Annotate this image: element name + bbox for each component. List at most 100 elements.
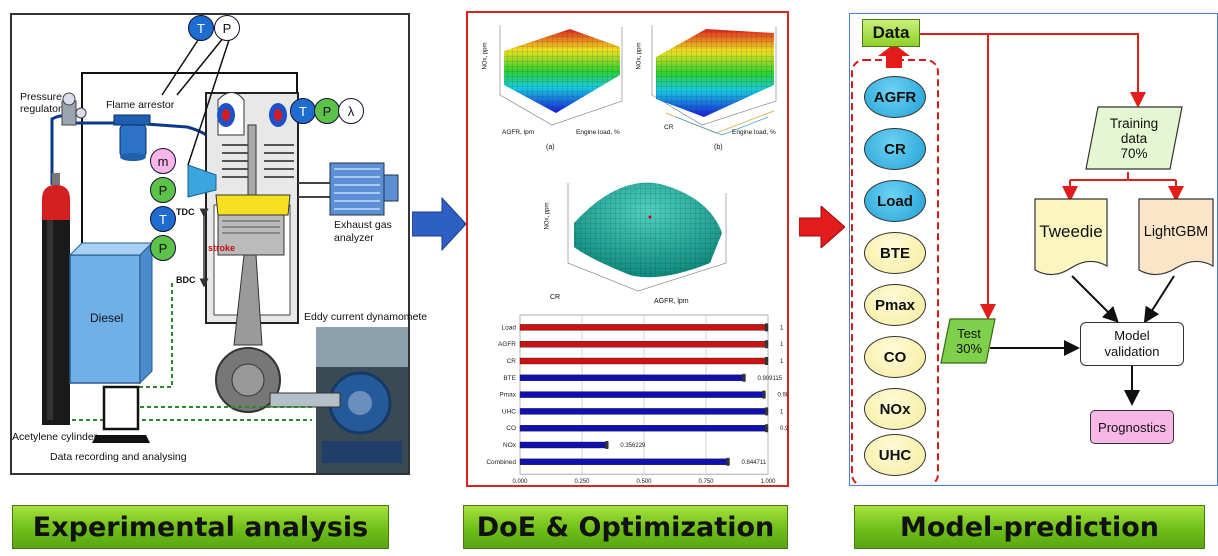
test-line-1: Test [957, 326, 981, 341]
temperature-sensor-icon: T [290, 98, 316, 124]
lightgbm-label: LightGBM [1143, 224, 1209, 240]
surface-a-xlabel: AGFR, lpm [502, 129, 535, 136]
chart-x-tick-label: 0.000 [512, 479, 528, 485]
diesel-label: Diesel [90, 311, 124, 325]
chart-category-label: BTE [503, 375, 516, 382]
chart-category-label: CO [506, 425, 516, 432]
model-validation-box: Model validation [1080, 322, 1184, 366]
training-line-3: 70% [1120, 145, 1148, 161]
pressure-regulator-label: Pressure regulator [20, 91, 63, 115]
surface-c-xlabel: CR [550, 294, 561, 301]
surface-c-zlabel: NOx, ppm [544, 202, 551, 230]
chart-bar [519, 374, 746, 382]
chart-bar [519, 391, 766, 398]
prognostics-box: Prognostics [1090, 410, 1174, 444]
pressure-sensor-icon: P [150, 177, 176, 203]
chart-category-label: UHC [502, 408, 516, 415]
arrow-right-red-icon [799, 206, 845, 248]
surface-c-ylabel: AGFR, lpm [654, 298, 689, 305]
pressure-regulator-icon [61, 92, 87, 126]
input-load: Load [864, 180, 926, 222]
output-nox: NOx [864, 388, 926, 430]
output-bte: BTE [864, 232, 926, 274]
input-cr: CR [864, 128, 926, 170]
data-recording-label: Data recording and analysing [50, 451, 187, 463]
desirability-bar-chart: 0.000 0.250 0.500 0.750 1.000 Load 1 AGFR 1 CR 1 BT… [486, 314, 788, 485]
input-agfr: AGFR [864, 76, 926, 118]
temperature-sensor-icon: T [150, 206, 176, 232]
model-prediction-panel: Data AGFR CR Load BTE Pmax CO NOx UHC Tr… [849, 13, 1218, 486]
footer-doe-optimization: DoE & Optimization [463, 505, 788, 549]
chart-bar [519, 357, 769, 365]
chart-value-label: 0.844711 [741, 460, 766, 466]
footer-model-prediction: Model-prediction [854, 505, 1205, 549]
test-data-label: Test 30% [946, 320, 992, 362]
training-line-2: data [1120, 130, 1148, 146]
response-surface-b [651, 25, 777, 136]
lightgbm-model-shape [1138, 198, 1214, 276]
tweedie-model-shape [1034, 198, 1108, 276]
engine-setup-illustration [42, 36, 408, 473]
surface-a-caption: (a) [546, 144, 555, 151]
dynamometer-label: Eddy current dynamomete [304, 311, 428, 323]
tdc-label: TDC [176, 207, 195, 217]
chart-value-label: 0.989804 [777, 393, 788, 399]
test-data-shape [940, 318, 996, 364]
pressure-sensor-icon: P [214, 15, 240, 41]
training-data-shape [1085, 106, 1183, 170]
surface-b-xlabel: CR [664, 124, 674, 131]
flow-connectors [851, 33, 1184, 484]
doe-optimization-panel: NOx, ppm AGFR, lpm Engine load, % (a) NO… [466, 11, 789, 487]
surface-a-zlabel: NOx, ppm [482, 42, 489, 70]
response-surface-c [567, 182, 727, 292]
chart-value-label: 0.356229 [620, 443, 646, 449]
chart-value-label: 1 [780, 342, 784, 348]
engine-cross-section [205, 92, 299, 413]
training-data-label: Training data 70% [1094, 108, 1174, 168]
chart-bar [519, 341, 769, 348]
chart-value-label: 1 [780, 359, 784, 365]
experimental-setup-panel: T P m P T P T P λ Pressure regulator Fla… [10, 13, 427, 475]
surface-b-ylabel: Engine load, % [732, 129, 776, 136]
chart-value-label: 1 [780, 325, 784, 331]
training-line-1: Training [1109, 115, 1159, 131]
laptop-icon [92, 385, 150, 443]
chart-x-tick-label: 0.750 [698, 479, 714, 485]
chart-bar-cap [726, 457, 730, 466]
chart-category-label: Combined [486, 459, 516, 466]
chart-category-label: Load [502, 324, 517, 331]
lambda-sensor-icon: λ [338, 98, 364, 124]
exhaust-gas-analyzer-icon [329, 162, 399, 216]
pressure-sensor-icon: P [150, 235, 176, 261]
chart-bar-cap [765, 323, 768, 332]
chart-bar-cap [765, 340, 768, 349]
output-co: CO [864, 336, 926, 378]
temperature-sensor-icon: T [188, 15, 214, 41]
chart-value-label: 0.999999 [780, 426, 788, 432]
chart-bar [519, 424, 769, 432]
surface-b-caption: (b) [714, 144, 723, 151]
chart-x-tick-label: 1.000 [760, 479, 776, 485]
output-pmax: Pmax [864, 284, 926, 326]
pressure-sensor-icon: P [314, 98, 340, 124]
surface-a-ylabel: Engine load, % [576, 129, 620, 136]
chart-category-label: AGFR [498, 341, 516, 348]
bdc-label: BDC [176, 275, 196, 285]
validation-line-2: validation [1104, 344, 1160, 359]
chart-value-label: 1 [780, 409, 784, 415]
chart-bar [519, 458, 730, 466]
tweedie-label: Tweedie [1039, 222, 1103, 241]
mass-flow-sensor-icon: m [150, 148, 176, 174]
stroke-label: stroke [208, 243, 236, 253]
chart-bar-cap [742, 373, 746, 382]
eddy-current-dynamometer-photo [269, 327, 408, 473]
flame-arrestor-label: Flame arrestor [106, 99, 175, 111]
chart-bar-cap [762, 390, 766, 399]
chart-category-label: NOx [503, 442, 517, 449]
exhaust-gas-analyzer-label: Exhaust gas analyzer [334, 219, 392, 244]
chart-value-label: 0.909115 [757, 376, 782, 382]
chart-x-tick-label: 0.500 [636, 479, 652, 485]
chart-bar-cap [765, 357, 768, 365]
test-line-2: 30% [955, 341, 983, 356]
chart-bar [519, 441, 609, 449]
